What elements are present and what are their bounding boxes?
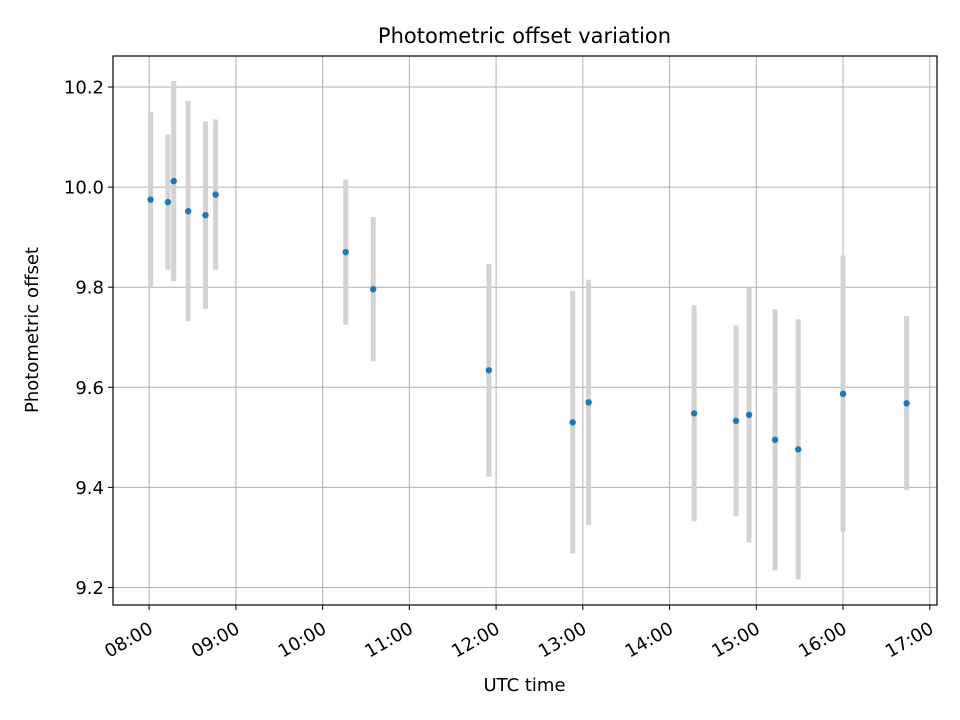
- x-axis-title: UTC time: [483, 675, 565, 696]
- y-tick-label: 9.6: [75, 378, 104, 399]
- data-point: [795, 446, 802, 453]
- data-point: [164, 198, 172, 206]
- data-point: [771, 436, 779, 444]
- data-point: [732, 417, 740, 425]
- data-point: [212, 191, 219, 198]
- data-point: [690, 410, 698, 417]
- data-point: [903, 400, 910, 407]
- y-tick-label: 10.2: [64, 78, 104, 99]
- data-point: [147, 196, 154, 203]
- y-tick-label: 9.4: [75, 478, 104, 499]
- data-point: [342, 248, 349, 256]
- data-point: [370, 286, 377, 293]
- data-point: [585, 399, 592, 406]
- data-point: [184, 207, 192, 215]
- data-point: [569, 419, 576, 426]
- plot-frame: [112, 55, 938, 606]
- chart-title: Photometric offset variation: [378, 24, 671, 48]
- y-tick-label: 9.2: [75, 578, 104, 599]
- y-axis-ticks: 9.2 9.4 9.6 9.8 10.0 10.2: [64, 78, 113, 599]
- data-point: [485, 367, 493, 374]
- data-point: [839, 390, 847, 398]
- data-point: [745, 411, 753, 419]
- y-axis-title: Photometric offset: [22, 247, 43, 413]
- y-tick-label: 10.0: [64, 178, 104, 199]
- data-point: [170, 177, 177, 185]
- y-tick-label: 9.8: [75, 278, 104, 299]
- data-points: [147, 177, 910, 453]
- data-point: [202, 211, 209, 219]
